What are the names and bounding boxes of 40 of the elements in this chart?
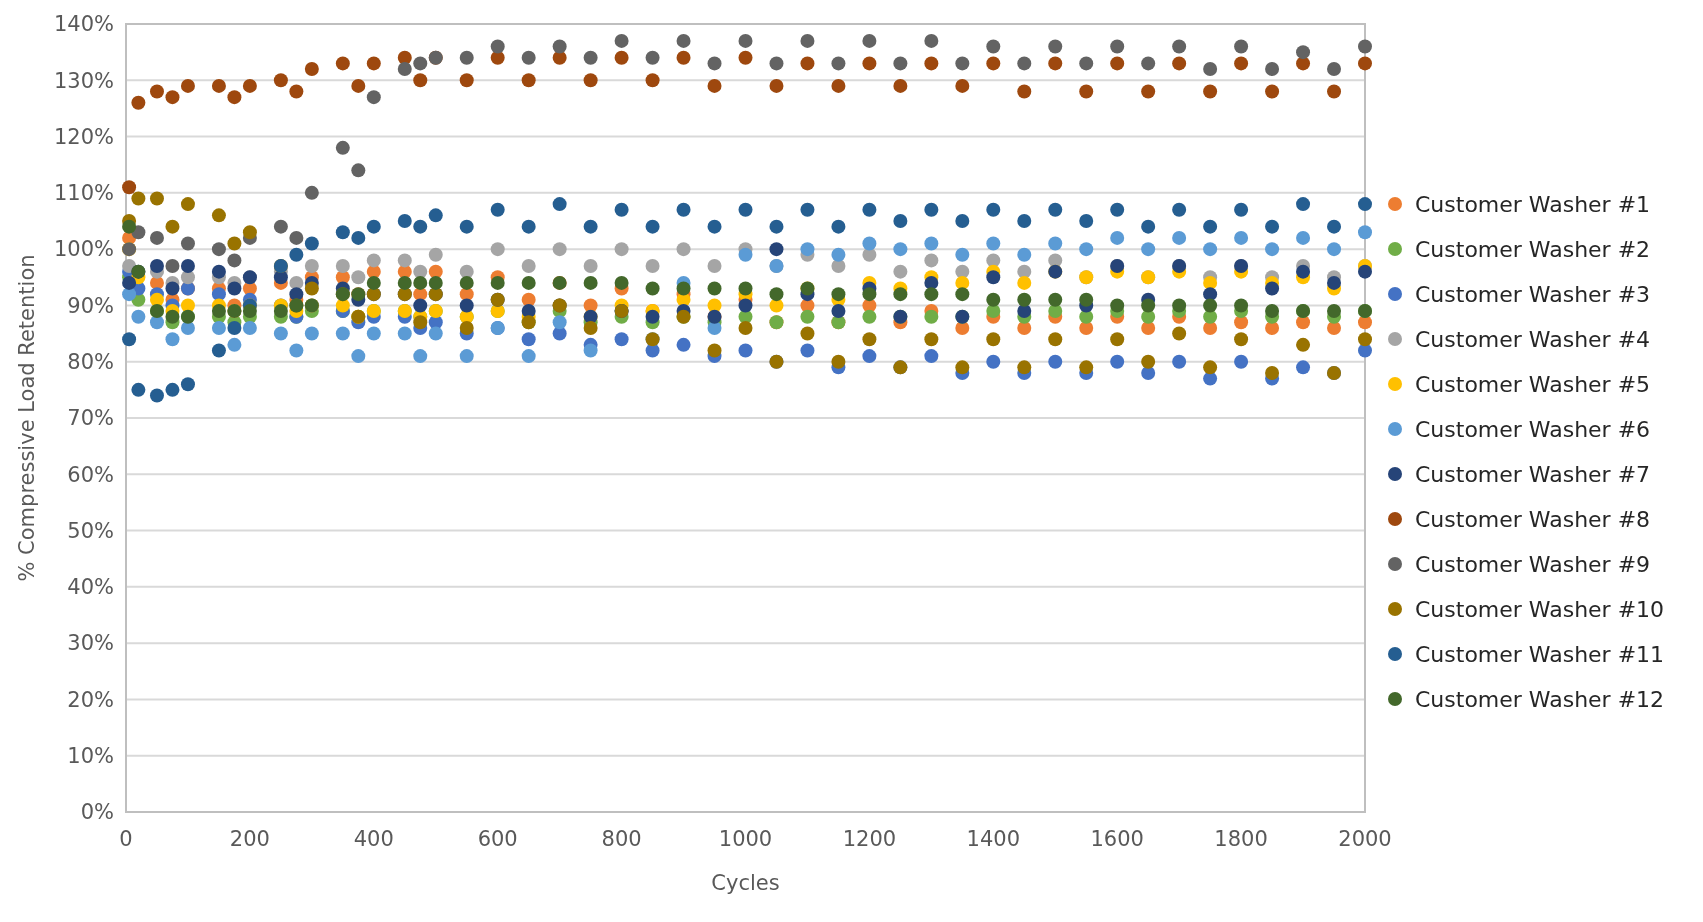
y-tick-label: 130%	[53, 68, 114, 93]
x-tick-label: 600	[477, 827, 518, 851]
legend-label: Customer Washer #5	[1415, 371, 1651, 397]
y-tick-label: 140%	[53, 12, 114, 37]
y-tick-label: 30%	[67, 631, 114, 656]
x-tick-label: 200	[229, 827, 270, 851]
x-axis-title: Cycles	[711, 871, 780, 895]
legend-label: Customer Washer #3	[1415, 281, 1651, 307]
y-axis-title: % Compressive Load Retention	[15, 254, 39, 582]
legend-label: Customer Washer #9	[1415, 551, 1651, 577]
x-tick-label: 1000	[718, 827, 773, 851]
y-tick-label: 120%	[53, 124, 114, 149]
legend-label: Customer Washer #1	[1415, 191, 1651, 217]
y-tick-label: 100%	[53, 237, 114, 262]
y-tick-label: 10%	[67, 744, 114, 769]
x-tick-label: 0	[119, 827, 133, 851]
x-tick-label: 1400	[966, 827, 1021, 851]
legend-label: Customer Washer #2	[1415, 236, 1651, 262]
x-tick-label: 1600	[1090, 827, 1144, 851]
legend-label: Customer Washer #4	[1415, 326, 1651, 352]
y-tick-label: 40%	[67, 575, 114, 600]
x-tick-label: 2000	[1338, 827, 1392, 851]
y-tick-label: 60%	[67, 462, 114, 487]
x-tick-label: 800	[601, 827, 642, 851]
legend-label: Customer Washer #11	[1415, 641, 1665, 667]
y-tick-label: 70%	[67, 406, 114, 431]
y-tick-label: 80%	[67, 350, 114, 375]
legend-label: Customer Washer #6	[1415, 416, 1651, 442]
legend-label: Customer Washer #8	[1415, 506, 1651, 532]
x-tick-label: 400	[353, 827, 394, 851]
y-tick-label: 110%	[53, 181, 114, 206]
y-tick-label: 50%	[67, 518, 114, 543]
y-tick-label: 20%	[67, 687, 114, 712]
legend-label: Customer Washer #10	[1415, 596, 1665, 622]
x-tick-label: 1200	[842, 827, 897, 851]
legend-label: Customer Washer #12	[1415, 686, 1665, 712]
legend-label: Customer Washer #7	[1415, 461, 1651, 487]
x-tick-label: 1800	[1214, 827, 1268, 851]
y-tick-label: 0%	[80, 800, 114, 825]
y-tick-label: 90%	[67, 293, 114, 318]
